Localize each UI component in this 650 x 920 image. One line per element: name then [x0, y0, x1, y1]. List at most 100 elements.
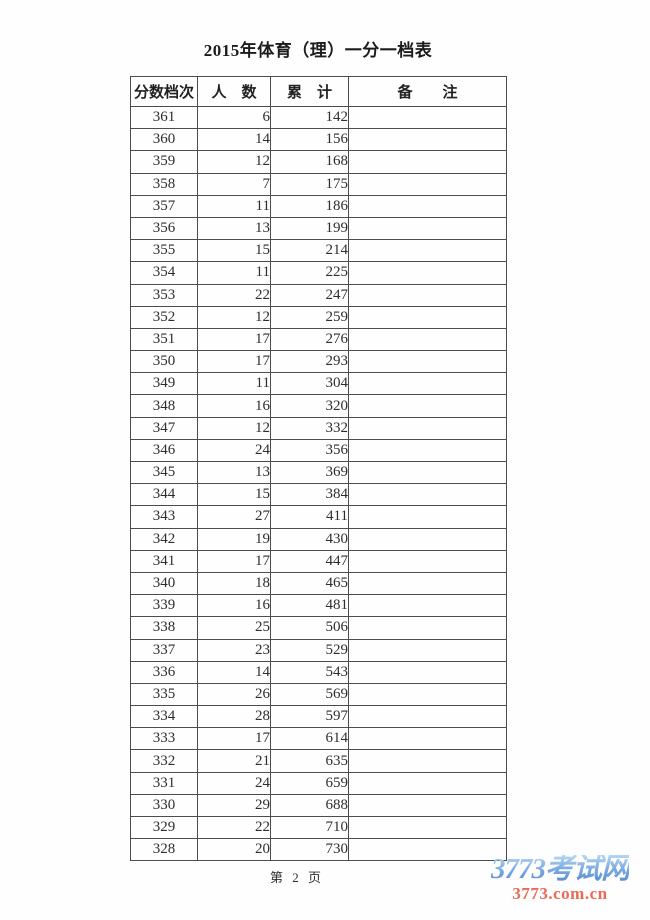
score-cell: 342 — [130, 527, 198, 551]
score-distribution-table: 分数档次 人 数 累 计 备 注 361 6 142 360 14 156 359 12 168… — [130, 76, 507, 862]
table-row: 361 6 142 — [130, 105, 507, 130]
remark-cell — [348, 571, 507, 596]
score-cell: 347 — [130, 416, 198, 440]
score-cell: 352 — [130, 305, 198, 329]
score-cell: 360 — [130, 128, 198, 152]
remark-cell — [348, 372, 507, 396]
cumulative-cell: 304 — [270, 372, 349, 396]
remark-cell — [348, 616, 507, 640]
table-row: 348 16 320 — [130, 394, 507, 418]
score-cell: 341 — [130, 549, 198, 573]
cumulative-cell: 369 — [270, 460, 349, 485]
table-row: 347 12 332 — [130, 416, 507, 440]
table-row: 350 17 293 — [130, 350, 507, 374]
count-cell: 6 — [197, 105, 271, 130]
count-cell: 24 — [197, 438, 271, 463]
remark-cell — [348, 239, 507, 263]
score-cell: 344 — [130, 483, 198, 507]
count-cell: 15 — [197, 483, 271, 507]
count-cell: 14 — [197, 660, 271, 684]
count-cell: 29 — [197, 793, 271, 818]
table-header-row: 分数档次 人 数 累 计 备 注 — [130, 76, 507, 107]
remark-cell — [348, 438, 507, 463]
remark-cell — [348, 283, 507, 307]
cumulative-cell: 186 — [270, 194, 349, 218]
count-cell: 26 — [197, 682, 271, 707]
remark-cell — [348, 793, 507, 818]
score-cell: 356 — [130, 216, 198, 241]
count-cell: 14 — [197, 128, 271, 152]
count-cell: 16 — [197, 394, 271, 418]
remark-cell — [348, 594, 507, 618]
cumulative-cell: 199 — [270, 216, 349, 241]
remark-cell — [348, 483, 507, 507]
score-cell: 348 — [130, 394, 198, 418]
table-row: 345 13 369 — [130, 460, 507, 485]
table-row: 332 21 635 — [130, 749, 507, 773]
table-row: 329 22 710 — [130, 815, 507, 840]
count-cell: 7 — [197, 172, 271, 196]
cumulative-cell: 529 — [270, 638, 349, 662]
table-row: 336 14 543 — [130, 660, 507, 684]
table-row: 338 25 506 — [130, 616, 507, 640]
site-watermark: 3773考试网 3773.com.cn — [471, 855, 649, 903]
remark-cell — [348, 505, 507, 529]
score-cell: 336 — [130, 660, 198, 684]
cumulative-cell: 569 — [270, 682, 349, 707]
score-cell: 345 — [130, 460, 198, 485]
column-header-score-level: 分数档次 — [130, 76, 198, 107]
remark-cell — [348, 261, 507, 285]
remark-cell — [348, 150, 507, 174]
count-cell: 13 — [197, 460, 271, 485]
count-cell: 21 — [197, 749, 271, 773]
count-cell: 12 — [197, 305, 271, 329]
count-cell: 27 — [197, 505, 271, 529]
cumulative-cell: 142 — [270, 105, 349, 130]
remark-cell — [348, 815, 507, 840]
count-cell: 25 — [197, 616, 271, 640]
count-cell: 19 — [197, 527, 271, 551]
cumulative-cell: 635 — [270, 749, 349, 773]
remark-cell — [348, 105, 507, 130]
table-row: 360 14 156 — [130, 128, 507, 152]
score-cell: 357 — [130, 194, 198, 218]
page-title: 2015年体育（理）一分一档表 — [203, 41, 433, 60]
count-cell: 22 — [197, 815, 271, 840]
score-cell: 350 — [130, 350, 198, 374]
page-number: 第 2 页 — [269, 870, 324, 885]
cumulative-cell: 175 — [270, 172, 349, 196]
count-cell: 17 — [197, 327, 271, 352]
score-cell: 353 — [130, 283, 198, 307]
table-row: 355 15 214 — [130, 239, 507, 263]
remark-cell — [348, 771, 507, 795]
score-cell: 329 — [130, 815, 198, 840]
remark-cell — [348, 638, 507, 662]
remark-cell — [348, 705, 507, 729]
cumulative-cell: 411 — [270, 505, 349, 529]
count-cell: 24 — [197, 771, 271, 795]
count-cell: 18 — [197, 571, 271, 596]
remark-cell — [348, 660, 507, 684]
count-cell: 22 — [197, 283, 271, 307]
cumulative-cell: 332 — [270, 416, 349, 440]
count-cell: 13 — [197, 216, 271, 241]
cumulative-cell: 384 — [270, 483, 349, 507]
table-row: 357 11 186 — [130, 194, 507, 218]
table-row: 359 12 168 — [130, 150, 507, 174]
column-header-cumulative: 累 计 — [270, 76, 349, 107]
cumulative-cell: 320 — [270, 394, 349, 418]
cumulative-cell: 276 — [270, 327, 349, 352]
cumulative-cell: 259 — [270, 305, 349, 329]
count-cell: 15 — [197, 239, 271, 263]
score-cell: 359 — [130, 150, 198, 174]
count-cell: 16 — [197, 594, 271, 618]
cumulative-cell: 688 — [270, 793, 349, 818]
score-cell: 340 — [130, 571, 198, 596]
table-row: 346 24 356 — [130, 438, 507, 463]
score-cell: 332 — [130, 749, 198, 773]
count-cell: 11 — [197, 194, 271, 218]
cumulative-cell: 710 — [270, 815, 349, 840]
table-row: 352 12 259 — [130, 305, 507, 329]
remark-cell — [348, 416, 507, 440]
